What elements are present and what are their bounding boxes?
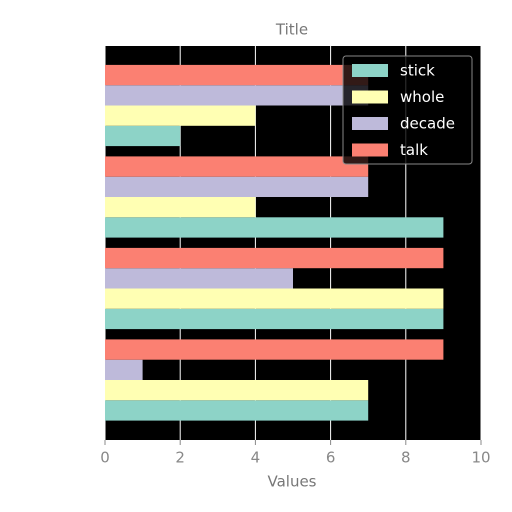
legend-swatch [352,143,388,157]
x-tick-label: 6 [326,449,336,467]
legend-box [342,55,473,165]
legend-label: whole [400,88,444,106]
x-ticks: 0 2 4 6 8 10 [100,440,491,467]
bar [105,197,256,218]
bar [105,400,369,421]
legend: stick whole decade talk [342,55,473,165]
bar [105,176,369,197]
bar [105,359,143,380]
bar [105,85,369,106]
x-axis-label: Values [267,473,316,491]
legend-swatch [352,117,388,130]
legend-label: decade [400,115,455,133]
chart-title: Title [275,21,308,39]
bar [105,268,293,289]
x-tick-label: 2 [175,449,185,467]
legend-swatch [352,90,388,104]
bar [105,247,444,269]
x-tick-label: 0 [100,449,110,467]
x-tick-label: 10 [471,449,490,467]
bar [105,105,256,126]
bars [105,64,444,421]
bar [105,217,444,238]
bar [105,308,444,330]
bar [105,380,369,401]
legend-label: talk [400,141,428,159]
legend-label: stick [400,62,435,80]
bar [105,339,444,360]
bar [105,156,369,177]
bar [105,288,444,309]
x-tick-label: 4 [251,449,261,467]
bar [105,125,181,147]
legend-swatch [352,64,388,77]
x-tick-label: 8 [401,449,411,467]
bar [105,64,369,86]
